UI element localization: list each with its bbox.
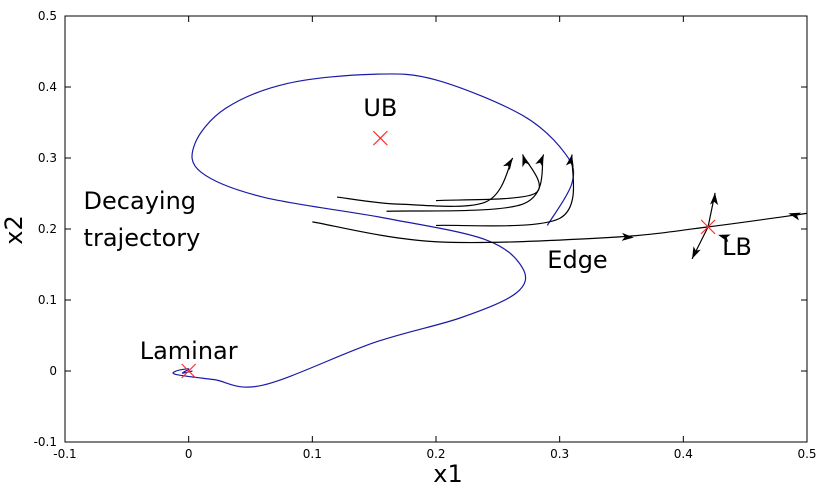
y-tick-label: 0.3 — [38, 151, 57, 165]
x-tick-label: 0 — [185, 447, 193, 461]
decaying-trajectory-line — [172, 73, 575, 388]
x-tick-label: 0.4 — [674, 447, 693, 461]
saddle-arrow-incoming — [718, 234, 731, 243]
saddle-unstable-down — [691, 226, 709, 260]
edge-arrow-up — [502, 158, 513, 171]
y-axis-label: x2 — [0, 215, 28, 244]
y-tick-label: 0.1 — [38, 293, 57, 307]
edge-arrow-incoming — [788, 212, 802, 221]
edge-trajectory-line — [435, 154, 575, 227]
edge-arrow-up — [535, 154, 544, 168]
y-tick-label: 0.5 — [38, 9, 57, 23]
trajectories — [172, 73, 808, 388]
axis-ticks: -0.1 0 0.1 0.2 0.3 0.4 0.5 -0.1 0 0.1 0.2 0.3 0.4 0.5 — [34, 9, 817, 461]
x-axis-label: x1 — [433, 460, 462, 483]
trajectory-arrows — [502, 154, 802, 260]
y-tick-label: 0.4 — [38, 80, 57, 94]
annotations: UB LB Laminar Decaying trajectory Edge — [84, 94, 752, 365]
fixed-point-marker — [181, 363, 197, 379]
edge-arrow-up — [522, 154, 531, 168]
fixed-point-marker — [700, 219, 716, 235]
fixed-point-label: UB — [363, 94, 397, 122]
fixed-point-label: Laminar — [140, 337, 238, 365]
y-tick-label: 0.2 — [38, 222, 57, 236]
x-tick-label: 0.1 — [303, 447, 322, 461]
edge-arrow-right — [621, 232, 634, 241]
annotation-text: Decaying — [84, 187, 196, 215]
edge-trajectory-line — [312, 212, 808, 244]
x-tick-label: 0.5 — [797, 447, 816, 461]
y-tick-label: -0.1 — [34, 435, 57, 449]
x-tick-label: -0.1 — [53, 447, 76, 461]
y-tick-label: 0 — [49, 364, 57, 378]
edge-trajectory-line — [386, 154, 545, 212]
annotation-text: Edge — [547, 246, 607, 274]
edge-arrow-up — [565, 154, 574, 167]
annotation-text: trajectory — [84, 224, 201, 252]
fixed-point-label: LB — [722, 233, 752, 261]
x-tick-label: 0.2 — [426, 447, 445, 461]
x-tick-label: 0.3 — [550, 447, 569, 461]
fixed-points — [181, 130, 716, 379]
edge-trajectory-line — [435, 154, 540, 202]
edge-trajectory-line — [336, 157, 514, 207]
fixed-point-marker — [372, 130, 388, 146]
saddle-unstable-up — [707, 192, 716, 227]
